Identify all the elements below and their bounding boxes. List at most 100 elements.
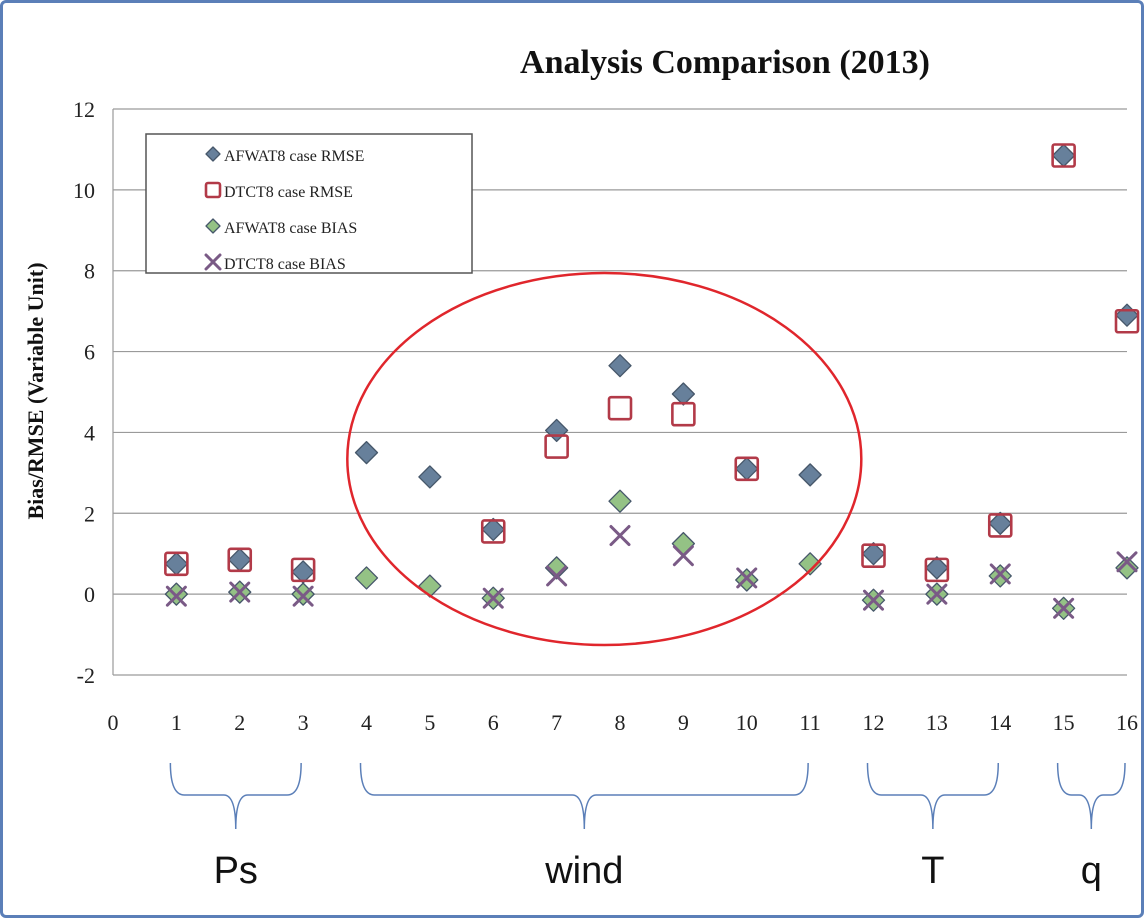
legend-marker	[205, 146, 221, 162]
brace-path	[866, 762, 999, 830]
data-point	[1051, 143, 1076, 168]
legend: AFWAT8 case RMSE DTCT8 case RMSE AFWAT8 ca…	[145, 133, 473, 274]
y-tick-label: 2	[84, 501, 95, 526]
chart-title: Analysis Comparison (2013)	[520, 44, 930, 81]
y-tick-label: 6	[84, 340, 95, 365]
data-point	[608, 489, 632, 513]
brace-path	[1056, 762, 1126, 830]
data-point	[988, 511, 1012, 536]
data-point	[671, 531, 696, 556]
data-point	[608, 354, 632, 378]
legend-item: DTCT8 case RMSE	[204, 181, 353, 201]
brace-path	[169, 762, 302, 830]
data-point	[544, 434, 569, 459]
y-tick-label: -2	[77, 663, 95, 688]
x-tick-labels: 0 1 2 3 4 5 6 7 8 9 10 11 12 13 14 15 16	[108, 710, 1139, 735]
data-marks	[164, 143, 1140, 620]
y-tick-label: 12	[73, 97, 95, 122]
group-brace: q	[1056, 762, 1126, 892]
data-point	[546, 565, 568, 587]
data-point	[607, 395, 633, 421]
group-brace: T	[866, 762, 999, 892]
group-label: q	[1081, 850, 1102, 892]
legend-item: DTCT8 case BIAS	[204, 253, 346, 273]
y-axis-label: Bias/RMSE (Variable Unit)	[23, 262, 48, 519]
group-label: T	[921, 850, 944, 892]
data-point	[735, 457, 759, 481]
data-point	[481, 517, 505, 542]
x-tick-label: 4	[361, 710, 372, 735]
x-tick-label: 3	[298, 710, 309, 735]
data-point	[798, 552, 822, 576]
legend-item: AFWAT8 case BIAS	[205, 218, 357, 237]
group-label: wind	[544, 850, 623, 892]
legend-item: AFWAT8 case RMSE	[205, 146, 364, 165]
data-point	[354, 566, 379, 590]
data-point	[1053, 597, 1075, 619]
x-tick-label: 14	[989, 710, 1011, 735]
data-point	[227, 547, 253, 573]
data-point	[480, 519, 506, 544]
data-point	[482, 587, 504, 609]
data-point	[671, 382, 696, 406]
x-tick-label: 9	[678, 710, 689, 735]
legend-marker	[204, 253, 222, 271]
data-point	[987, 513, 1013, 538]
x-tick-label: 12	[863, 710, 885, 735]
data-point	[229, 581, 251, 603]
legend-label: AFWAT8 case BIAS	[224, 220, 357, 237]
x-tick-label: 16	[1116, 710, 1138, 735]
data-point	[1051, 143, 1076, 168]
data-point	[1115, 556, 1139, 580]
group-label: Ps	[214, 850, 258, 892]
data-point	[672, 545, 694, 567]
data-point	[354, 440, 379, 465]
x-tick-label: 15	[1053, 710, 1075, 735]
data-point	[609, 525, 631, 547]
data-point	[1115, 303, 1139, 327]
x-tick-label: 10	[736, 710, 758, 735]
data-point	[1116, 551, 1138, 573]
group-brace: Ps	[169, 762, 302, 892]
data-point	[164, 551, 189, 577]
x-tick-label: 2	[234, 710, 245, 735]
legend-label: AFWAT8 case RMSE	[224, 148, 364, 165]
data-point	[734, 456, 760, 482]
data-point	[165, 585, 187, 607]
data-point	[292, 585, 314, 607]
x-tick-label: 1	[171, 710, 182, 735]
legend-box	[145, 133, 473, 274]
data-point	[989, 563, 1011, 585]
data-point	[925, 556, 949, 580]
data-point	[861, 543, 886, 569]
group-brace: wind	[359, 762, 809, 892]
x-tick-label: 5	[424, 710, 435, 735]
data-point	[164, 552, 189, 576]
data-point	[798, 463, 822, 487]
y-tick-label: 4	[84, 420, 95, 445]
data-point	[418, 465, 442, 489]
x-tick-label: 0	[108, 710, 119, 735]
x-tick-label: 6	[488, 710, 499, 735]
data-point	[544, 556, 569, 580]
scatter-chart: Analysis Comparison (2013) Bias/RMSE (Va…	[23, 44, 1140, 892]
data-point	[863, 589, 884, 611]
data-point	[926, 583, 948, 605]
legend-marker	[205, 218, 221, 234]
x-tick-label: 7	[551, 710, 562, 735]
data-point	[1114, 308, 1140, 334]
data-point	[861, 542, 886, 566]
y-tick-label: 8	[84, 259, 95, 284]
x-tick-label: 8	[615, 710, 626, 735]
x-tick-label: 11	[800, 710, 821, 735]
brace-path	[359, 762, 809, 830]
legend-label: DTCT8 case RMSE	[224, 184, 353, 201]
legend-label: DTCT8 case BIAS	[224, 256, 346, 273]
y-tick-label: 0	[84, 582, 95, 607]
legend-marker	[204, 181, 222, 199]
data-point	[290, 557, 316, 583]
y-tick-label: 10	[73, 178, 95, 203]
y-tick-labels: -2 0 2 4 6 8 10 12	[73, 97, 95, 688]
